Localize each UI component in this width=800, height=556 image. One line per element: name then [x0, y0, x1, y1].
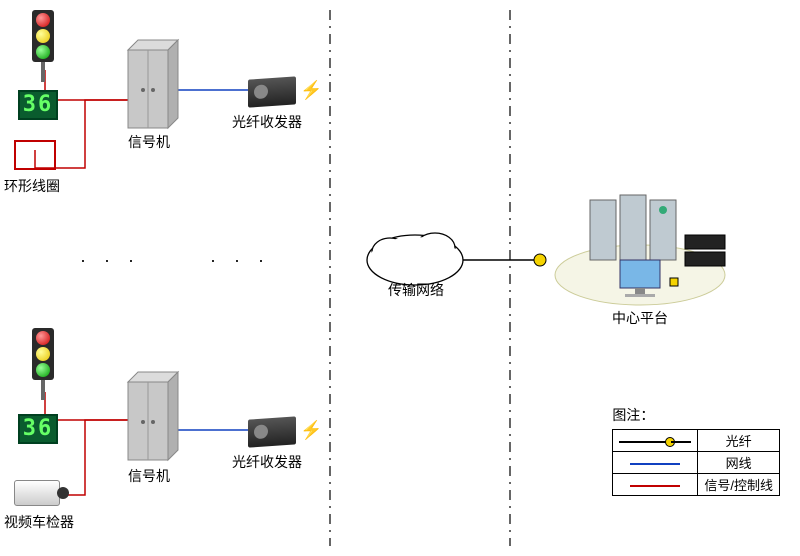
legend-net-label: 网线: [698, 452, 780, 474]
transceiver-top: [248, 76, 296, 107]
ellipsis-right: ···: [210, 250, 282, 271]
bolt-bottom: ⚡: [300, 420, 322, 441]
center-label: 中心平台: [612, 308, 668, 328]
countdown-top: 36: [18, 90, 58, 120]
transceiver-label-bottom: 光纤收发器: [232, 452, 302, 472]
cabinet-label-top: 信号机: [128, 132, 170, 152]
legend: 图注： 光纤 网线 信号/控制线: [612, 405, 780, 496]
network-label: 传输网络: [388, 280, 444, 300]
bolt-top: ⚡: [300, 80, 322, 101]
legend-fiber-label: 光纤: [698, 430, 780, 452]
traffic-light-bottom: [32, 328, 54, 400]
traffic-light-top: [32, 10, 54, 82]
legend-table: 光纤 网线 信号/控制线: [612, 429, 780, 496]
loop-coil-label: 环形线圈: [4, 176, 60, 196]
legend-title: 图注：: [612, 405, 780, 425]
countdown-bottom: 36: [18, 414, 58, 444]
transceiver-bottom: [248, 416, 296, 447]
legend-ctrl-label: 信号/控制线: [698, 474, 780, 496]
loop-coil: [14, 140, 56, 170]
transceiver-label-top: 光纤收发器: [232, 112, 302, 132]
ellipsis-left: ···: [80, 250, 152, 271]
cabinet-label-bottom: 信号机: [128, 466, 170, 486]
video-camera: [14, 480, 60, 506]
video-detector-label: 视频车检器: [4, 512, 74, 532]
